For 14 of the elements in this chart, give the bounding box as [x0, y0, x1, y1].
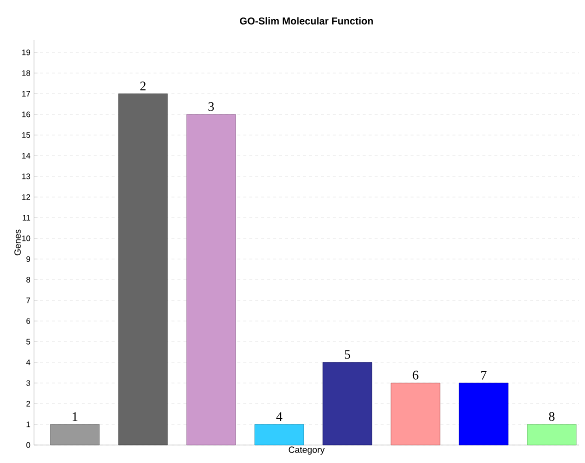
- bar: [390, 382, 440, 446]
- y-axis-title: Genes: [14, 230, 21, 256]
- bar: [186, 114, 236, 446]
- bar: [322, 362, 372, 446]
- x-axis-title: Category: [288, 446, 325, 455]
- x-tick-label: 8: [549, 412, 554, 421]
- x-tick-label: 4: [276, 412, 282, 421]
- chart-title: GO-Slim Molecular Function: [240, 17, 373, 24]
- bar: [254, 424, 304, 446]
- bar: [50, 424, 100, 446]
- bar: [458, 382, 508, 446]
- bar: [118, 94, 168, 446]
- x-tick-label: 1: [72, 412, 78, 421]
- bar: [527, 424, 576, 446]
